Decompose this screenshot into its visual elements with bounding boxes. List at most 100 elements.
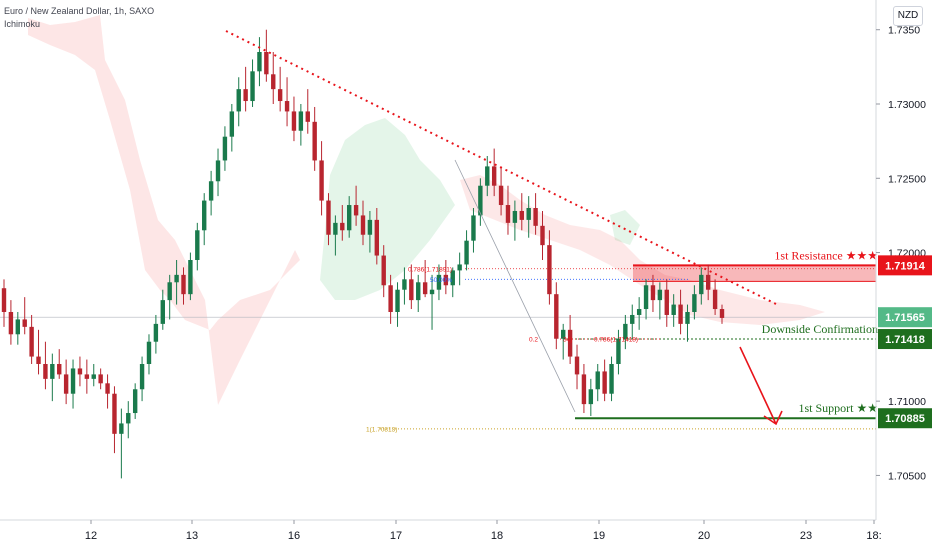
candle [443,260,449,295]
y-tick-label: 1.71000 [888,396,926,408]
currency-button[interactable]: NZD [893,6,923,26]
candle-body [326,200,331,235]
candle-body [208,181,214,201]
candle [402,267,407,305]
candle [491,148,497,197]
fib-swing-line [454,159,576,413]
candle-body [160,300,165,324]
candle-body [526,208,531,220]
candle-body [346,205,352,231]
candle [630,304,635,339]
candle-body [485,166,490,186]
candle-body [471,215,476,241]
ichimoku-cloud-red [460,175,825,325]
candle [298,104,304,146]
candle-body [395,289,400,312]
candle-body [91,374,96,379]
candle-body [699,274,704,295]
candle [581,364,587,414]
candle [429,274,435,330]
candle-body [498,185,504,206]
candle-body [657,289,663,301]
candle-body [402,279,407,290]
candle [257,37,262,87]
candle [485,156,490,197]
candle-body [374,219,380,256]
candle-body [340,222,345,231]
candle [195,222,200,271]
x-tick-label: 12 [85,530,97,542]
candle-body [305,111,310,122]
candle-body [1,288,7,312]
fib-1-label: 1(1.70813) [366,426,397,433]
candle-body [63,374,69,394]
candle-body [215,160,221,182]
candle [685,304,690,342]
candle [250,59,255,107]
candle-body [132,389,138,414]
candle [340,205,345,241]
x-tick-label: 23 [800,530,812,542]
candle-body [678,304,683,324]
candle [650,274,656,312]
candle [70,359,76,409]
candle [699,267,704,305]
candle-body [450,270,455,286]
candle-body [464,240,469,265]
candle-body [312,121,317,161]
candle-body [112,393,117,434]
candle-body [595,371,600,390]
candle-body [319,160,324,201]
candle [367,210,373,253]
candle-body [692,294,697,312]
candle-body [105,383,110,394]
candle-body [70,368,76,394]
candle [8,300,14,345]
candle [174,260,179,305]
candle-body [381,255,386,286]
candle [36,329,41,375]
price-tag-support [878,408,932,429]
price-tag-resistance [878,255,932,276]
candle-body [429,289,435,295]
candle-body [574,356,580,375]
candle [526,196,531,238]
ichimoku-cloud-green [320,118,455,300]
price-tag-current-label: 1.71565 [885,312,925,324]
candle [450,267,455,298]
candle [132,383,138,419]
candle [202,193,207,246]
candle-body [719,309,725,318]
candle-body [581,374,587,405]
support-label: 1st Support ★★ [798,401,878,415]
candle-body [77,368,83,375]
y-tick-label: 1.70500 [888,470,926,482]
candle [160,289,165,330]
candle-body [236,89,241,112]
y-tick-label: 1.73000 [888,99,926,111]
candle-body [443,274,449,286]
candle [77,356,83,387]
candle-body [540,225,545,246]
candle-body [602,371,607,394]
candle-body [271,74,276,90]
candle-body [277,89,283,102]
candle-body [512,210,518,223]
candle-body [671,304,676,315]
candle [312,106,317,171]
price-tag-support-label: 1.70885 [885,413,925,425]
candle-body [636,309,642,315]
y-tick-label: 1.7350 [888,25,920,37]
candle-body [43,364,48,379]
indicator-label[interactable]: Ichimoku [4,19,41,29]
ichimoku-cloud-red [28,15,300,405]
candle-body [84,374,90,379]
candle [215,148,221,197]
candle [409,264,414,310]
candle [112,386,117,454]
candle-body [8,312,14,335]
candle [588,378,594,416]
candle [657,282,663,320]
price-tag-current [878,307,932,328]
